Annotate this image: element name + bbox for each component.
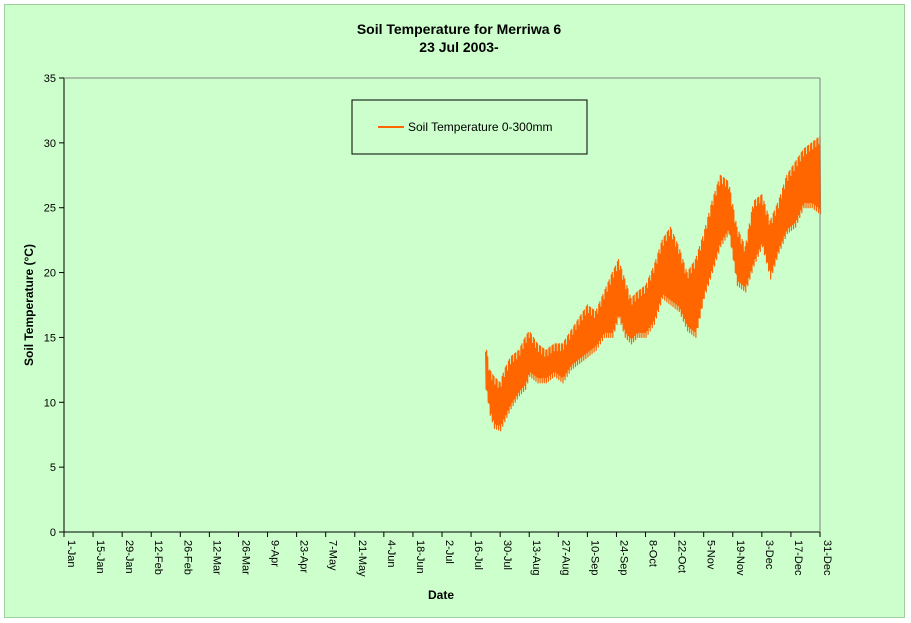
- y-tick-label: 20: [44, 268, 56, 280]
- x-tick-label: 19-Nov: [734, 540, 746, 576]
- x-tick-label: 12-Feb: [152, 540, 164, 575]
- series-layer: [485, 135, 822, 432]
- chart-subtitle: 23 Jul 2003-: [419, 39, 499, 55]
- y-tick-label: 35: [44, 73, 56, 85]
- x-tick-label: 26-Feb: [181, 540, 193, 575]
- x-tick-label: 30-Jul: [501, 540, 513, 570]
- x-tick-label: 26-Mar: [239, 540, 251, 575]
- x-tick-label: 21-May: [356, 540, 368, 577]
- y-tick-label: 0: [50, 527, 56, 539]
- legend-label: Soil Temperature 0-300mm: [408, 120, 553, 134]
- y-tick-label: 5: [50, 462, 56, 474]
- y-tick-label: 15: [44, 332, 56, 344]
- series-line: [485, 135, 822, 432]
- x-tick-label: 3-Dec: [763, 540, 775, 570]
- x-tick-label: 2-Jul: [443, 540, 455, 564]
- x-tick-label: 1-Jan: [65, 540, 77, 568]
- y-tick-label: 25: [44, 203, 56, 215]
- x-tick-label: 31-Dec: [821, 540, 833, 576]
- legend: Soil Temperature 0-300mm: [351, 99, 588, 155]
- x-axis: 1-Jan 15-Jan 29-Jan 12-Feb 26-Feb 12-Mar 26-Ma…: [63, 532, 833, 577]
- x-axis-label: Date: [428, 588, 454, 602]
- x-tick-label: 4-Jun: [385, 540, 397, 568]
- x-tick-label: 13-Aug: [530, 540, 542, 575]
- chart-title: Soil Temperature for Merriwa 6: [357, 21, 562, 37]
- y-axis-label: Soil Temperature (°C): [22, 244, 36, 366]
- x-tick-label: 5-Nov: [705, 540, 717, 570]
- x-tick-label: 10-Sep: [588, 540, 600, 575]
- y-axis: 0 5 10 15 20 25 30 35: [44, 73, 64, 539]
- x-tick-label: 29-Jan: [123, 540, 135, 574]
- x-tick-label: 24-Sep: [617, 540, 629, 575]
- x-tick-label: 23-Apr: [298, 540, 310, 573]
- x-tick-label: 16-Jul: [472, 540, 484, 570]
- x-tick-label: 22-Oct: [676, 540, 688, 573]
- x-tick-label: 12-Mar: [210, 540, 222, 575]
- x-tick-label: 7-May: [327, 540, 339, 571]
- x-tick-label: 8-Oct: [647, 540, 659, 567]
- y-tick-label: 30: [44, 138, 56, 150]
- x-tick-label: 18-Jun: [414, 540, 426, 574]
- x-tick-label: 15-Jan: [94, 540, 106, 574]
- y-tick-label: 10: [44, 397, 56, 409]
- x-tick-label: 17-Dec: [792, 540, 804, 576]
- x-tick-label: 9-Apr: [269, 540, 281, 567]
- x-tick-label: 27-Aug: [559, 540, 571, 575]
